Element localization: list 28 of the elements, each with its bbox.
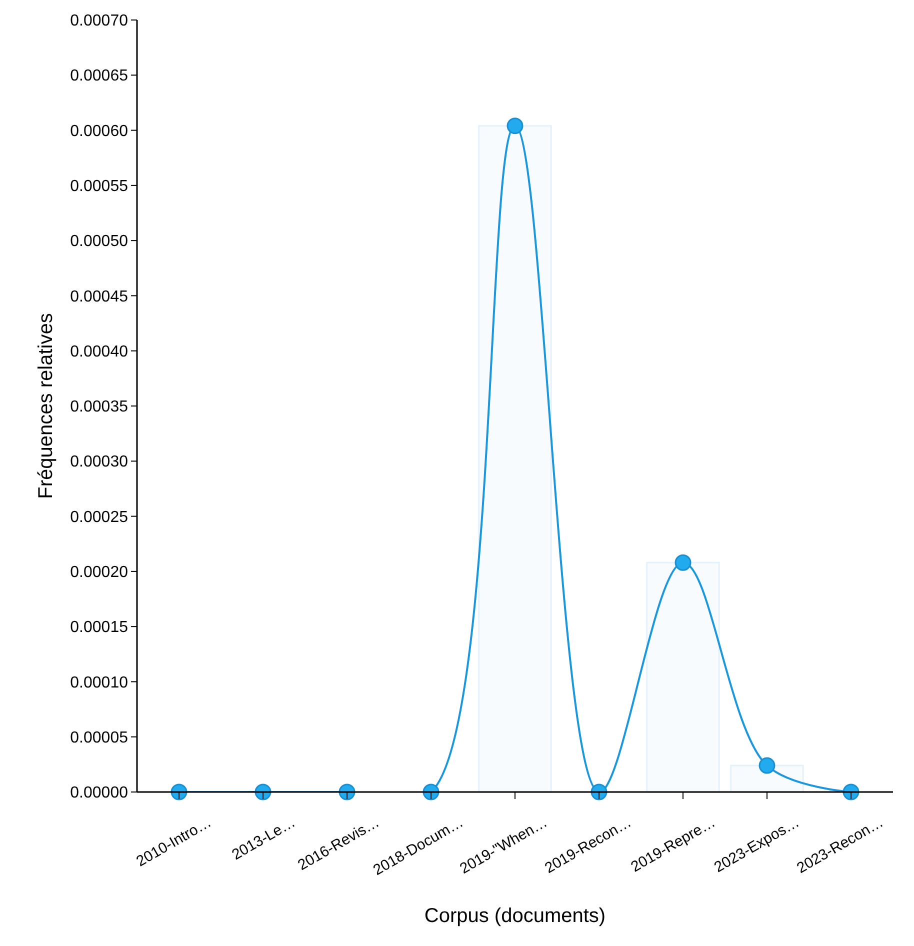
point <box>254 784 272 800</box>
x-axis-title: Corpus (documents) <box>424 905 606 927</box>
y-tick-label: 0.00035 <box>70 398 128 416</box>
y-tick-label: 0.00010 <box>70 674 128 692</box>
bar <box>646 562 720 793</box>
y-tick-label: 0.00040 <box>70 343 128 360</box>
y-tick-label: 0.00020 <box>70 564 128 582</box>
y-tick-label: 0.00025 <box>70 508 128 526</box>
point <box>506 118 524 134</box>
y-tick-label: 0.00055 <box>70 178 128 196</box>
bar <box>478 125 552 793</box>
point <box>842 784 860 800</box>
y-axis-title: Fréquences relatives <box>35 313 57 499</box>
y-tick-label: 0.00060 <box>70 122 128 140</box>
y-tick-label: 0.00045 <box>70 288 128 306</box>
point <box>338 784 356 800</box>
point <box>758 757 776 774</box>
y-tick-label: 0.00005 <box>70 729 128 746</box>
point <box>590 784 608 800</box>
y-tick-label: 0.00050 <box>70 233 128 250</box>
point <box>674 554 692 571</box>
y-tick-label: 0.00065 <box>70 68 128 85</box>
y-tick-label: 0.00070 <box>70 12 128 30</box>
y-tick-label: 0.00000 <box>70 784 128 802</box>
point <box>422 784 440 800</box>
point <box>170 784 188 800</box>
y-tick-label: 0.00015 <box>70 619 128 636</box>
y-tick-label: 0.00030 <box>70 454 128 471</box>
